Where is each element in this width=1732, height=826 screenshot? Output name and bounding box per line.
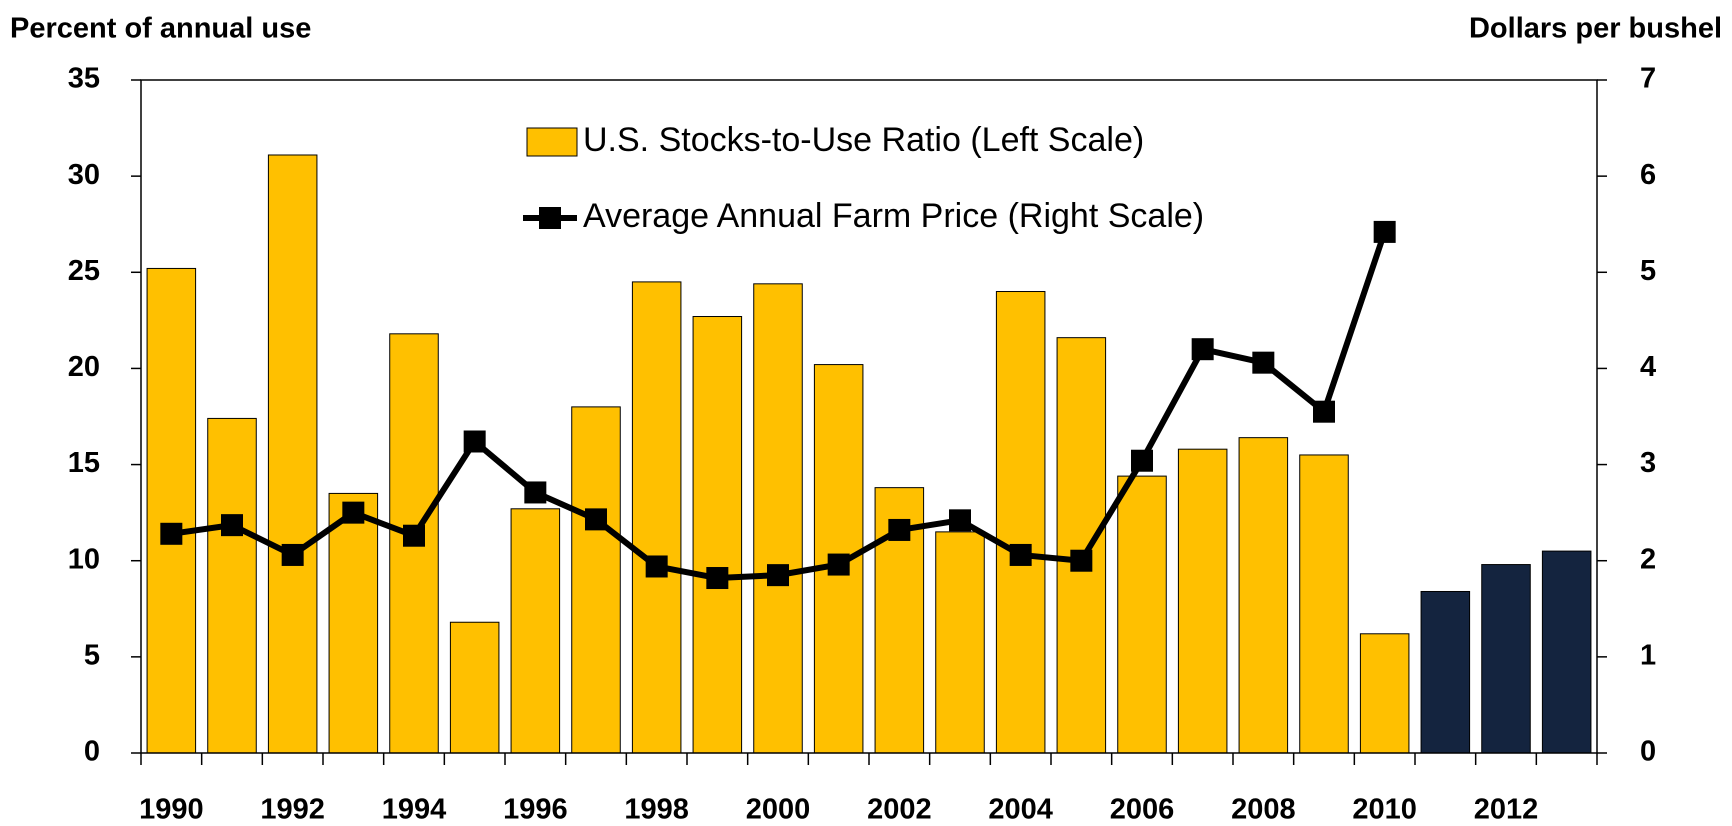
bar (1177, 448, 1228, 754)
price-marker (706, 567, 729, 590)
bar (692, 316, 743, 754)
legend-swatch (539, 207, 561, 229)
y2-axis-title: Dollars per bushel (1469, 13, 1722, 45)
y2-tick-label: 2 (1640, 543, 1656, 575)
bar (449, 621, 500, 754)
x-tick-label: 2002 (867, 794, 932, 826)
price-marker (888, 518, 911, 541)
price-marker (1131, 449, 1153, 472)
bar (1359, 633, 1410, 754)
price-marker (1191, 338, 1214, 361)
price-marker (1373, 220, 1396, 243)
x-tick-label: 1992 (260, 794, 325, 826)
bar (207, 417, 257, 754)
x-tick-label: 2012 (1474, 794, 1539, 826)
price-marker (221, 514, 243, 537)
x-tick-label: 1990 (139, 794, 204, 826)
price-marker (1070, 549, 1093, 572)
x-tick-label: 2006 (1110, 794, 1175, 826)
bar (935, 531, 985, 754)
bar (1541, 550, 1592, 754)
bar (631, 281, 682, 754)
y-tick-label: 35 (68, 63, 100, 95)
legend-label: U.S. Stocks-to-Use Ratio (Left Scale) (583, 121, 1144, 159)
x-tick-label: 1996 (503, 794, 568, 826)
price-marker (524, 481, 547, 504)
y2-tick-label: 0 (1640, 736, 1656, 768)
x-tick-label: 2008 (1231, 794, 1296, 826)
y2-tick-label: 3 (1640, 447, 1656, 479)
price-marker (403, 524, 425, 547)
bar (571, 406, 621, 754)
y2-tick-label: 1 (1640, 640, 1656, 672)
bar (1238, 437, 1289, 754)
price-marker (1009, 543, 1032, 566)
bar (1420, 590, 1471, 754)
y2-tick-label: 6 (1640, 159, 1656, 191)
bar (753, 283, 803, 754)
price-marker (949, 509, 971, 532)
price-marker (645, 555, 668, 578)
price-marker (1252, 351, 1275, 374)
price-marker (585, 508, 607, 531)
y2-tick-label: 7 (1640, 63, 1656, 95)
y-tick-label: 25 (68, 255, 100, 287)
x-tick-label: 2004 (988, 794, 1053, 826)
y2-tick-label: 5 (1640, 255, 1656, 287)
bar (1481, 564, 1531, 754)
y-tick-label: 15 (68, 447, 100, 479)
price-marker (342, 501, 365, 524)
y-axis-title: Percent of annual use (10, 13, 311, 45)
bar (267, 154, 318, 754)
price-marker (160, 522, 183, 545)
y-tick-label: 10 (68, 543, 100, 575)
y-tick-label: 30 (68, 159, 100, 191)
x-tick-label: 2000 (746, 794, 811, 826)
price-marker (463, 430, 486, 453)
y-tick-label: 0 (84, 736, 100, 768)
bar (1056, 337, 1107, 754)
legend-swatch (526, 127, 578, 157)
price-marker (281, 543, 304, 566)
bar (510, 508, 561, 754)
price-marker (827, 553, 850, 576)
x-tick-label: 2010 (1352, 794, 1417, 826)
y2-tick-label: 4 (1640, 351, 1656, 383)
x-tick-label: 1998 (624, 794, 689, 826)
bar (146, 267, 197, 754)
y-tick-label: 20 (68, 351, 100, 383)
bar (1117, 475, 1167, 754)
bar (1299, 454, 1349, 754)
price-marker (767, 564, 789, 587)
bar (995, 291, 1046, 754)
legend-label: Average Annual Farm Price (Right Scale) (583, 197, 1204, 235)
plot-frame (140, 79, 1598, 754)
bar (328, 492, 379, 754)
price-marker (1313, 400, 1335, 423)
y-tick-label: 5 (84, 640, 100, 672)
x-tick-label: 1994 (382, 794, 447, 826)
